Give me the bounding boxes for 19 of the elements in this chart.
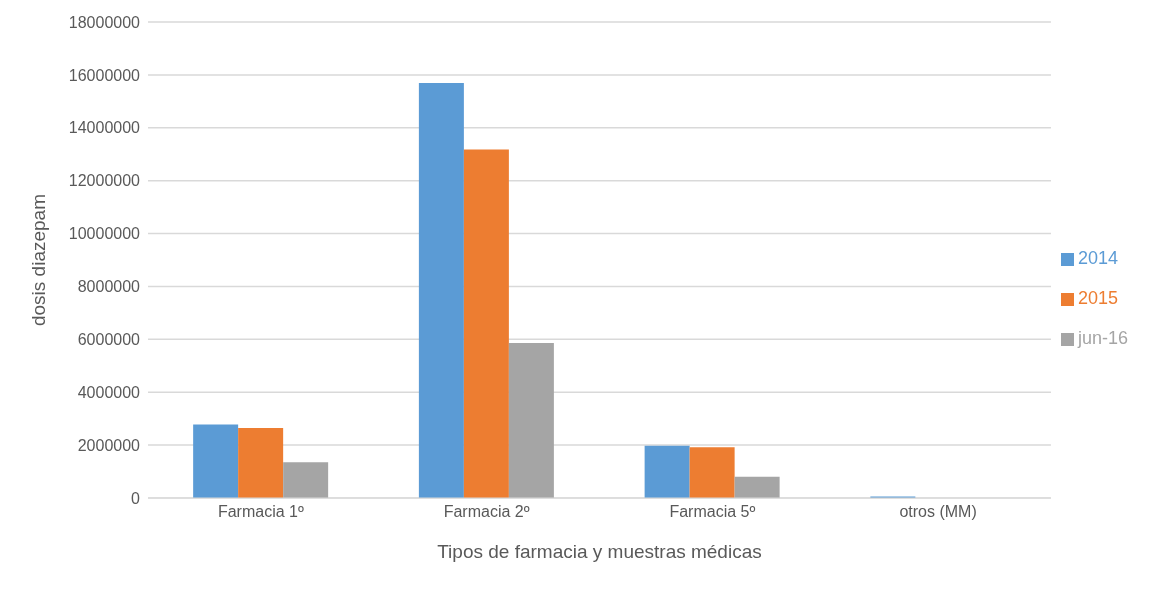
y-tick-label: 10000000 bbox=[68, 225, 141, 243]
x-tick-label: otros (MM) bbox=[899, 503, 977, 521]
x-tick-label: Farmacia 2º bbox=[443, 503, 530, 521]
y-tick-label: 8000000 bbox=[77, 278, 141, 296]
y-tick-label: 4000000 bbox=[77, 383, 141, 401]
legend-label: 2015 bbox=[1077, 288, 1118, 308]
y-tick-label: 0 bbox=[131, 489, 141, 507]
x-tick-label: Farmacia 5º bbox=[669, 503, 756, 521]
y-axis-title: dosis diazepam bbox=[27, 193, 49, 327]
y-tick-label: 16000000 bbox=[68, 66, 141, 84]
y-tick-label: 6000000 bbox=[77, 331, 141, 349]
x-axis-title: Tipos de farmacia y muestras médicas bbox=[437, 541, 762, 562]
x-tick-label: Farmacia 1º bbox=[217, 503, 304, 521]
y-tick-label: 12000000 bbox=[68, 172, 141, 190]
legend-label: 2014 bbox=[1077, 248, 1118, 268]
y-tick-label: 18000000 bbox=[68, 13, 141, 31]
legend-label: jun-16 bbox=[1077, 328, 1128, 348]
y-tick-label: 14000000 bbox=[68, 119, 141, 137]
y-tick-label: 2000000 bbox=[77, 436, 141, 454]
